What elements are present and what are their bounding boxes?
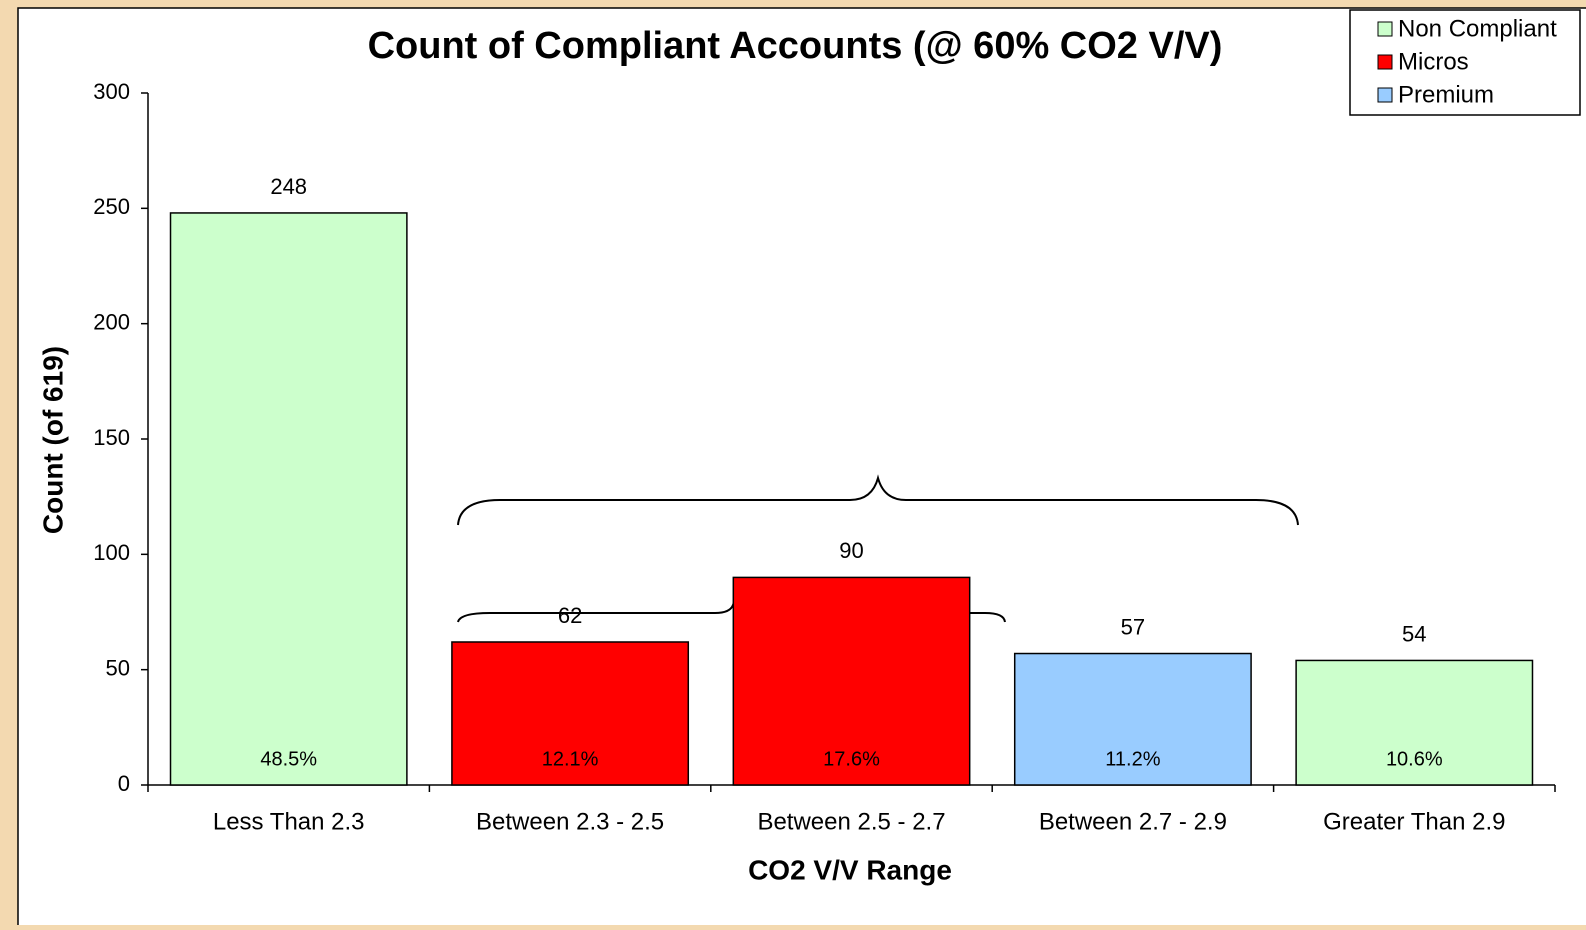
value-label: 57: [1121, 614, 1145, 639]
group-brace: [457, 474, 1299, 526]
y-tick-label: 200: [93, 309, 130, 334]
share-label: 10.6%: [1386, 748, 1443, 770]
legend-label: Micros: [1398, 48, 1469, 75]
y-axis-label: Count (of 619): [37, 346, 68, 534]
y-tick-label: 100: [93, 540, 130, 565]
share-label: 12.1%: [542, 748, 599, 770]
y-tick-label: 50: [106, 655, 130, 680]
y-tick-label: 0: [118, 771, 130, 796]
x-tick-label: Greater Than 2.9: [1323, 808, 1505, 835]
y-tick-label: 250: [93, 194, 130, 219]
x-tick-label: Between 2.3 - 2.5: [476, 808, 664, 835]
bar: [169, 212, 408, 786]
bar: [1013, 652, 1252, 786]
y-tick-label: 150: [93, 425, 130, 450]
legend-swatch: [1377, 21, 1393, 37]
legend-swatch: [1377, 87, 1393, 103]
share-label: 11.2%: [1105, 748, 1160, 770]
value-label: 62: [558, 603, 582, 628]
bar: [732, 576, 971, 786]
legend-swatch: [1377, 54, 1393, 70]
x-axis-label: CO2 V/V Range: [748, 854, 952, 885]
value-label: 54: [1402, 621, 1426, 646]
value-label: 248: [270, 174, 307, 199]
x-tick-label: Between 2.5 - 2.7: [757, 808, 945, 835]
share-label: 17.6%: [823, 748, 880, 770]
share-label: 48.5%: [260, 748, 317, 770]
legend-label: Non Compliant: [1398, 15, 1557, 42]
legend-label: Premium: [1398, 81, 1494, 108]
bar: [1295, 659, 1534, 786]
y-tick-label: 300: [93, 79, 130, 104]
chart-title: Count of Compliant Accounts (@ 60% CO2 V…: [368, 25, 1223, 67]
value-label: 90: [839, 538, 863, 563]
x-tick-label: Less Than 2.3: [213, 808, 365, 835]
bar: [451, 641, 690, 786]
x-tick-label: Between 2.7 - 2.9: [1039, 808, 1227, 835]
